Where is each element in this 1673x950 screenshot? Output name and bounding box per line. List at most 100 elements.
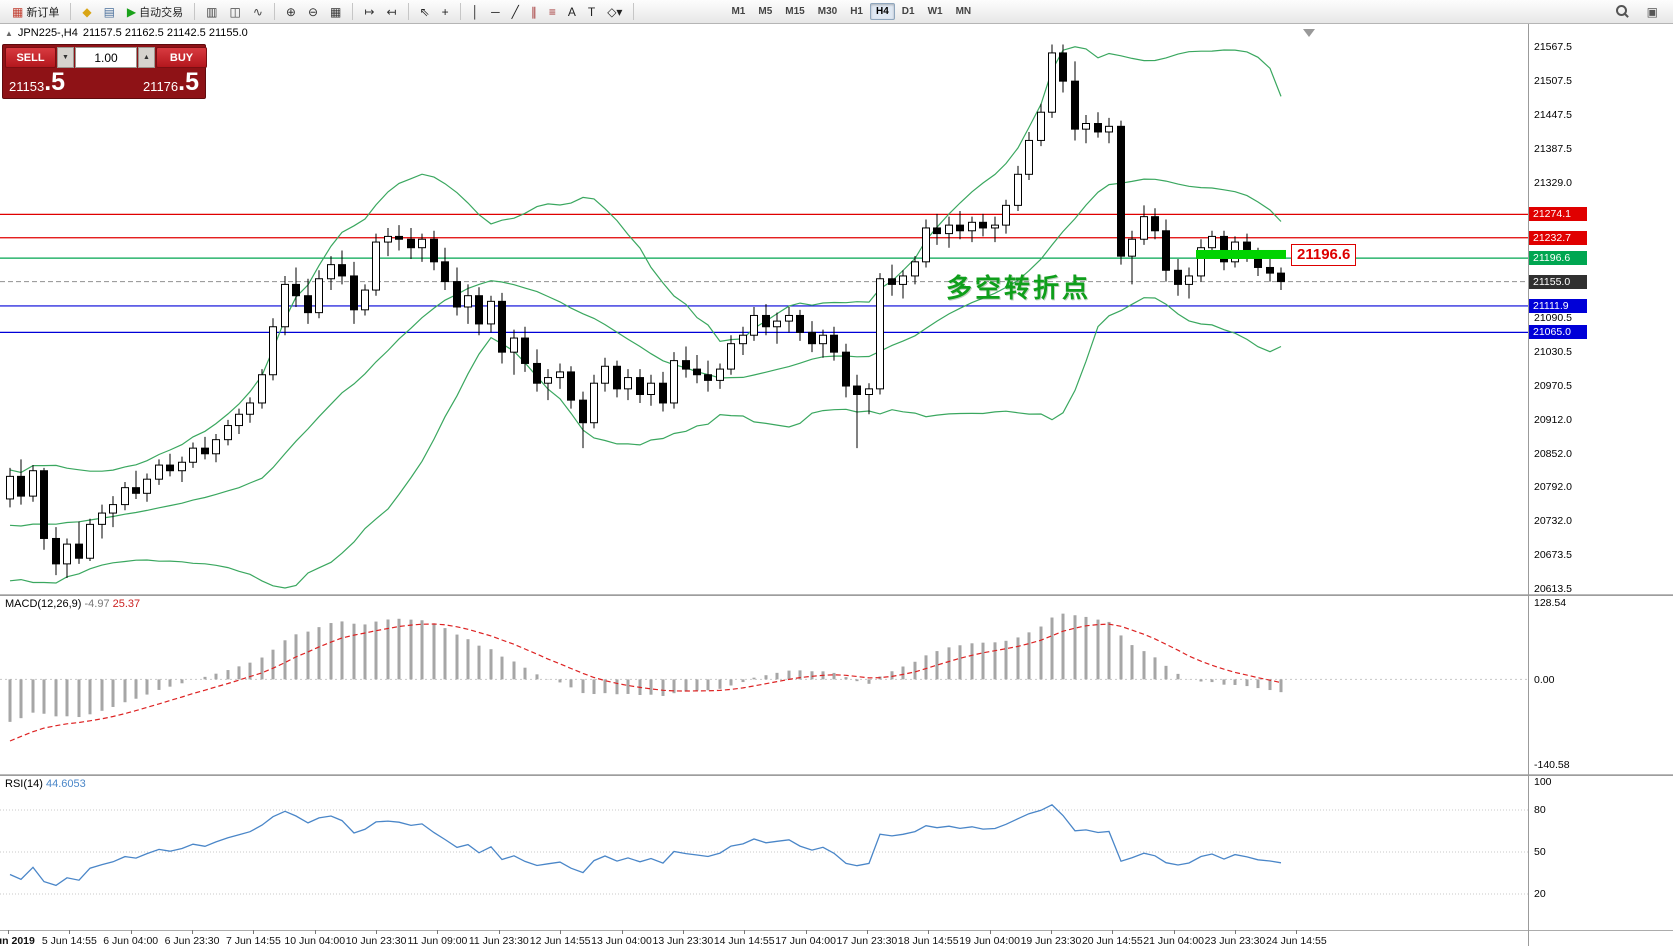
chart-area: ▲ JPN225-,H4 21157.5 21162.5 21142.5 211… <box>0 24 1673 950</box>
time-axis-tick <box>805 930 807 934</box>
timeframe-m30[interactable]: M30 <box>817 6 838 17</box>
timeframe-m5[interactable]: M5 <box>758 6 773 17</box>
chart-shift-marker[interactable] <box>1303 29 1315 37</box>
time-axis-label: 10 Jun 04:00 <box>284 935 346 947</box>
rsi-pane[interactable] <box>0 776 1528 930</box>
price-chart-canvas[interactable] <box>0 24 1528 594</box>
toolbar-divider <box>273 3 275 20</box>
text-button[interactable]: A <box>563 1 581 23</box>
timeframe-m15[interactable]: M15 <box>785 6 805 17</box>
zoom-in-icon: ⊕ <box>285 4 296 19</box>
search-icon <box>1615 5 1629 18</box>
hline-price-badge: 21274.1 <box>1529 207 1587 222</box>
search-button[interactable] <box>1611 1 1634 23</box>
shapes-button[interactable]: ◇▾ <box>602 1 627 23</box>
buy-button[interactable]: BUY <box>156 47 207 68</box>
chart-window-button[interactable]: ▤ <box>99 1 120 23</box>
rsi-label: RSI(14) 44.6053 <box>5 778 86 790</box>
tile-windows-button[interactable]: ▦ <box>325 1 346 23</box>
time-axis[interactable]: 3 Jun 2019 5 Jun 14:55 6 Jun 04:00 6 Jun 23… <box>0 930 1528 950</box>
timeframe-h1[interactable]: H1 <box>850 6 863 17</box>
candlestick-chart-icon: ◫ <box>229 4 241 19</box>
price-axis-label: 20673.5 <box>1534 549 1572 562</box>
new-order-button[interactable]: ▦ 新订单 <box>7 1 64 23</box>
price-axis-label: 20852.0 <box>1534 447 1572 460</box>
hline-price-badge: 21065.0 <box>1529 325 1587 340</box>
timeframe-d1[interactable]: D1 <box>901 6 915 17</box>
bull-bear-turning-point-annotation[interactable]: 多空转折点 <box>946 273 1092 303</box>
text-icon: A <box>567 4 576 19</box>
toolbar-right: ▣ <box>1611 1 1669 23</box>
crosshair-button[interactable]: + <box>437 1 454 23</box>
label-button[interactable]: T <box>583 1 600 23</box>
autotrade-button[interactable]: ▶ 自动交易 <box>122 1 188 23</box>
zoom-in-button[interactable]: ⊕ <box>281 1 301 23</box>
line-chart-button[interactable]: ∿ <box>248 1 268 23</box>
price-axis-label: 21387.5 <box>1534 142 1572 155</box>
cursor-button[interactable]: ⇖ <box>415 1 435 23</box>
lot-size-input[interactable] <box>75 47 137 68</box>
sell-dropdown-button[interactable]: ▼ <box>57 47 74 68</box>
horizontal-line-button[interactable]: ─ <box>486 1 505 23</box>
rsi-axis-label: 80 <box>1534 804 1546 816</box>
toolbar-divider <box>633 3 635 20</box>
timeframe-h4[interactable]: H4 <box>869 3 895 20</box>
time-axis-tick <box>1050 930 1052 934</box>
toolbar-divider <box>70 3 72 20</box>
crosshair-icon: + <box>441 4 449 19</box>
time-axis-tick <box>130 930 132 934</box>
pane-separator-rsi[interactable] <box>0 774 1673 776</box>
sell-price[interactable]: 21153 .5 <box>9 70 65 95</box>
time-axis-tick <box>253 930 255 934</box>
tile-windows-icon: ▦ <box>330 4 342 19</box>
time-axis-label: 21 Jun 04:00 <box>1143 935 1204 947</box>
trendline-button[interactable]: ╱ <box>507 1 524 23</box>
price-axis-label: 21030.5 <box>1534 345 1572 358</box>
toolbar-divider <box>352 3 354 20</box>
bar-chart-icon: ▥ <box>206 4 218 19</box>
time-axis-label: 6 Jun 23:30 <box>164 935 220 947</box>
price-axis[interactable]: 21567.5 21507.5 21447.5 21387.5 21329.0 21090… <box>1529 24 1673 950</box>
toolbar-group: ↦ ↤ <box>356 1 404 23</box>
chart-shift-button[interactable]: ↤ <box>381 1 401 23</box>
time-axis-label: 5 Jun 14:55 <box>41 935 97 947</box>
toolbar-group: ◆ ▤ ▶ 自动交易 <box>74 1 191 23</box>
time-axis-label: 14 Jun 14:55 <box>713 935 775 947</box>
time-axis-label: 23 Jun 23:30 <box>1204 935 1266 947</box>
fibonacci-button[interactable]: ≡ <box>544 1 561 23</box>
time-axis-label: 19 Jun 23:30 <box>1020 935 1082 947</box>
timeframe-w1[interactable]: W1 <box>927 6 943 17</box>
rsi-value: 44.6053 <box>45 778 86 790</box>
channel-button[interactable]: ∥ <box>526 1 542 23</box>
profiles-icon: ◆ <box>82 4 92 19</box>
time-axis-label: 13 Jun 23:30 <box>652 935 714 947</box>
console-button[interactable]: ▣ <box>1642 1 1663 23</box>
highlight-price-label[interactable]: 21196.6 <box>1291 244 1357 267</box>
profiles-button[interactable]: ◆ <box>77 1 96 23</box>
time-axis-label: 17 Jun 04:00 <box>775 935 836 947</box>
timeframe-mn[interactable]: MN <box>955 6 972 17</box>
time-axis-tick <box>376 930 378 934</box>
zoom-out-button[interactable]: ⊖ <box>303 1 323 23</box>
time-axis-label: 3 Jun 2019 <box>0 935 35 947</box>
oneclick-collapse-icon[interactable]: ▲ <box>5 28 13 38</box>
time-axis-tick <box>1296 930 1298 934</box>
time-axis-tick <box>621 930 623 934</box>
macd-pane[interactable] <box>0 596 1528 774</box>
shapes-icon: ◇▾ <box>607 4 623 19</box>
time-axis-tick <box>437 930 439 934</box>
vertical-line-button[interactable]: │ <box>467 1 485 23</box>
sell-button[interactable]: SELL <box>5 47 56 68</box>
auto-scroll-button[interactable]: ↦ <box>359 1 379 23</box>
candle-chart-button[interactable]: ◫ <box>225 1 246 23</box>
time-axis-tick <box>928 930 930 934</box>
time-axis-label: 19 Jun 04:00 <box>959 935 1020 947</box>
buy-price[interactable]: 21176 .5 <box>143 70 199 95</box>
new-order-icon: ▦ <box>12 4 24 19</box>
pane-separator-macd[interactable] <box>0 594 1673 596</box>
bar-chart-button[interactable]: ▥ <box>201 1 222 23</box>
lot-spinner-button[interactable]: ▲ <box>138 47 155 68</box>
timeframe-m1[interactable]: M1 <box>731 6 746 17</box>
macd-axis-min: -140.58 <box>1534 759 1570 771</box>
